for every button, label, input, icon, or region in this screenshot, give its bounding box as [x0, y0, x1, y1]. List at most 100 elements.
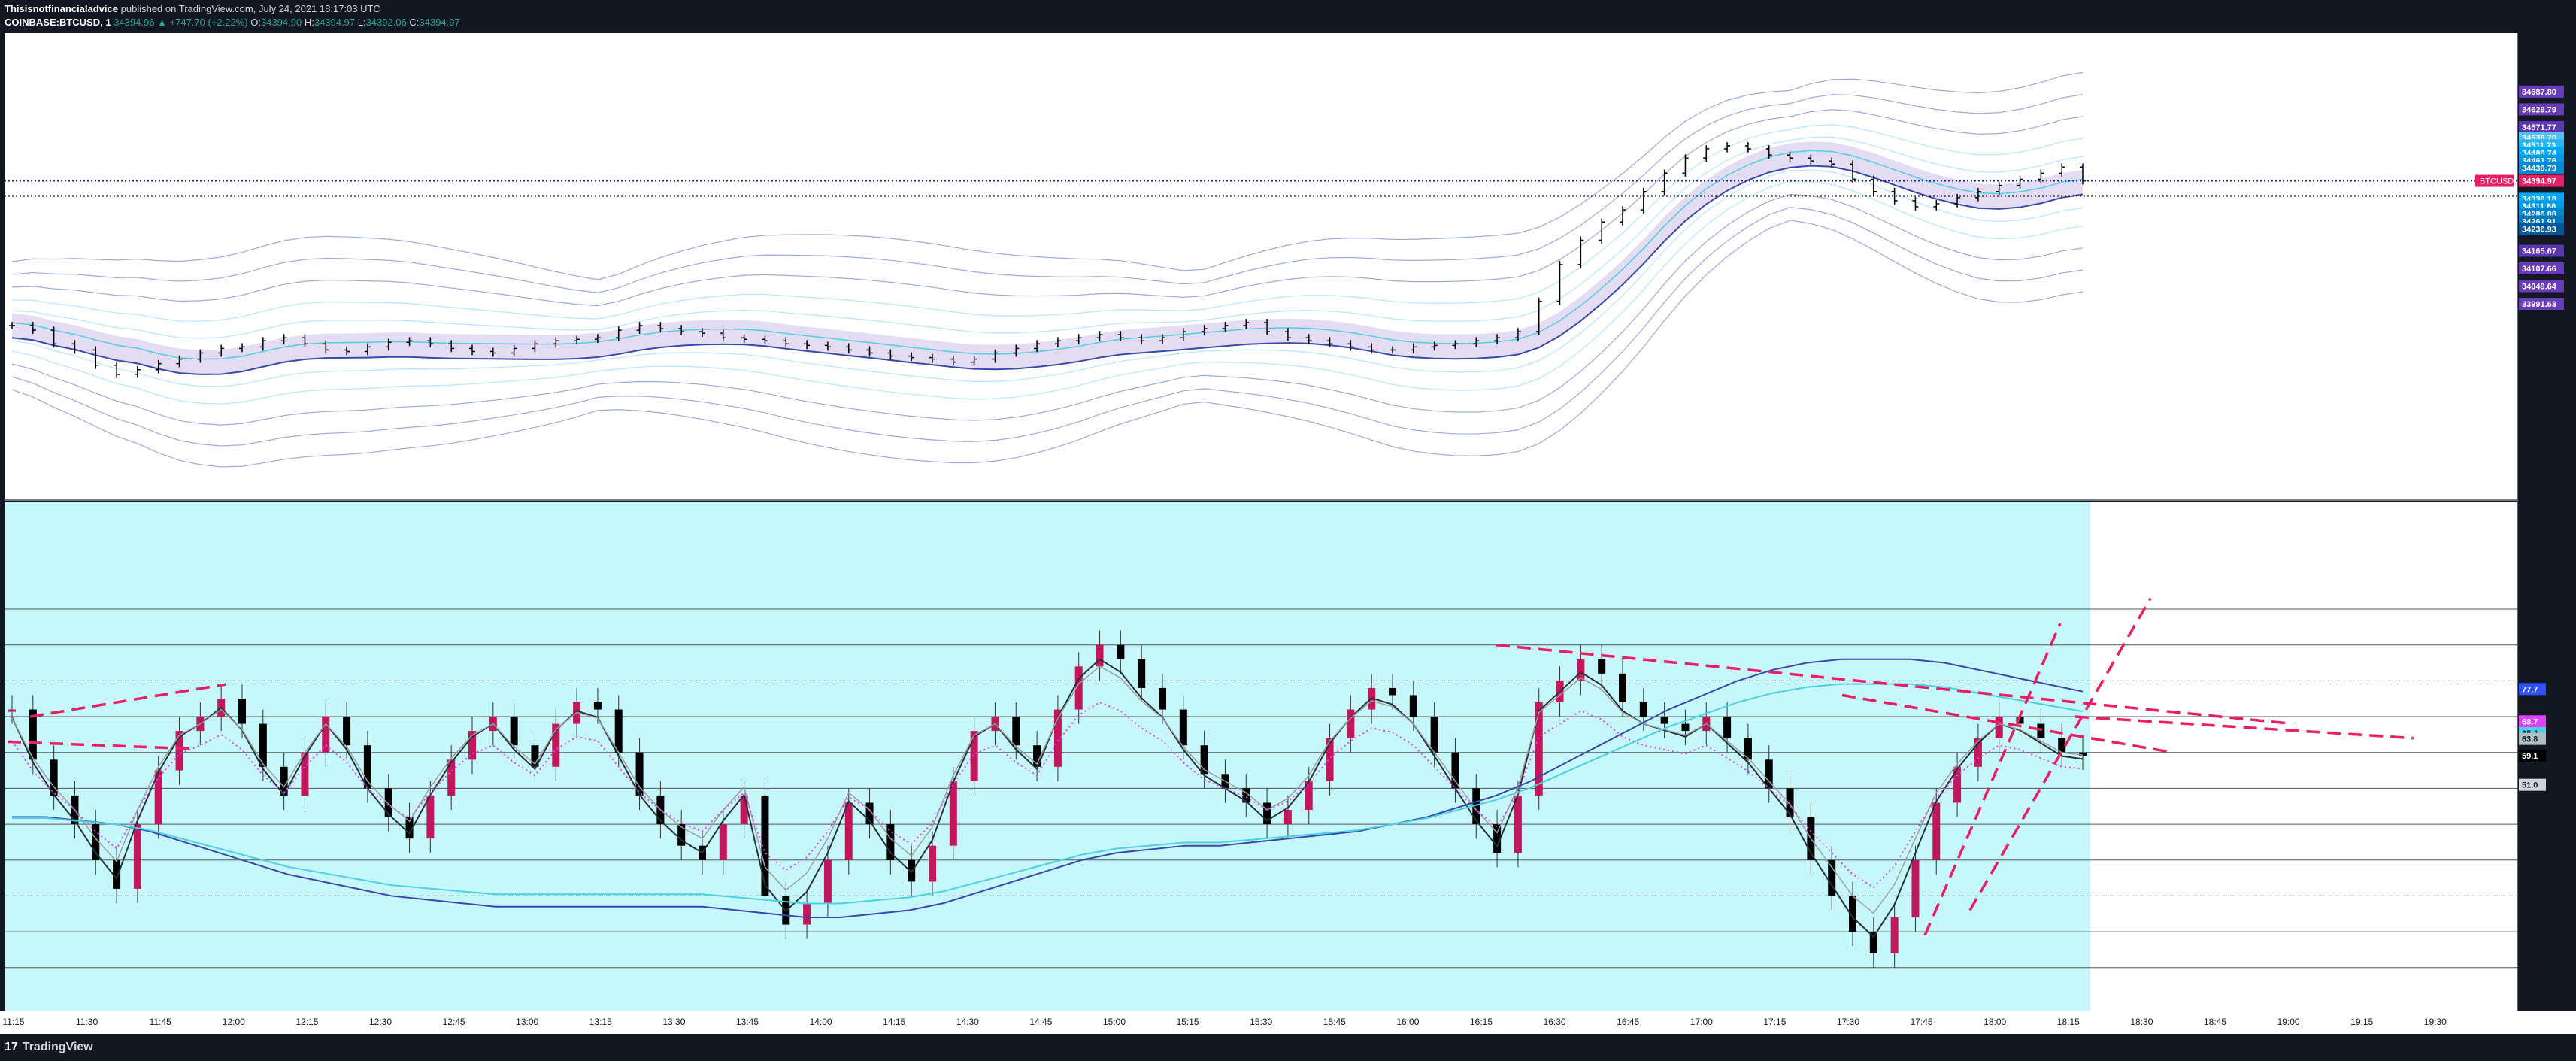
osc-candle	[552, 723, 560, 767]
osc-candle	[1409, 695, 1417, 717]
osc-candle	[823, 859, 832, 903]
brand-name: TradingView	[22, 1041, 93, 1053]
publish-line: Thisisnotfinancialadvice published on Tr…	[5, 3, 380, 14]
osc-candle	[865, 802, 874, 825]
ma-line	[11, 165, 2084, 375]
osc-candle	[322, 717, 330, 753]
chart-canvas[interactable]: 34800.0034720.0034640.0034560.0034480.00…	[0, 33, 2576, 1034]
price-tick-label: 33960.00	[2532, 310, 2567, 319]
osc-candle	[2016, 717, 2024, 724]
osc-candle	[259, 723, 267, 767]
osc-candle	[175, 731, 183, 771]
osc-candle	[447, 759, 456, 796]
osc-candle	[1786, 788, 1794, 817]
time-tick-label: 19:15	[2350, 1017, 2373, 1027]
osc-value-tag	[2519, 778, 2546, 791]
osc-session-bg	[5, 502, 2090, 1011]
envelope-line	[11, 136, 2084, 339]
band-value-label: 34049.64	[2522, 282, 2557, 291]
oscillator-pane[interactable]	[5, 502, 2517, 1011]
oscillator-axis[interactable]: 120.0110.0100.090.080.070.060.050.040.03…	[2519, 534, 2553, 1009]
osc-candle	[301, 752, 309, 796]
osc-value-label: 51.0	[2522, 781, 2538, 790]
osc-candle	[1472, 788, 1480, 825]
band-value-tag	[2519, 162, 2564, 174]
osc-candle	[1326, 738, 1334, 781]
osc-candle	[1765, 759, 1773, 789]
close-value: 34394.97	[419, 17, 460, 28]
envelope-line	[11, 124, 2084, 322]
time-tick-label: 18:30	[2130, 1017, 2153, 1027]
osc-candle	[1053, 709, 1062, 767]
time-tick-label: 17:45	[1911, 1017, 1933, 1027]
osc-tick-label: 90.0	[2532, 641, 2548, 650]
osc-candle	[1974, 738, 1982, 767]
osc-tick-label: 120.0	[2532, 534, 2553, 543]
publisher-name[interactable]: Thisisnotfinancialadvice	[5, 3, 118, 14]
envelope-line	[11, 207, 2084, 447]
osc-candle	[1932, 802, 1941, 860]
time-tick-label: 17:00	[1690, 1017, 1713, 1027]
envelope-line	[11, 169, 2084, 387]
osc-tick-label: 30.0	[2532, 856, 2548, 865]
time-axis[interactable]: 11:15 11:30 11:45 12:00 12:15 12:30 12:45 13:00…	[0, 1011, 2576, 1034]
osc-tick-label: 40.0	[2532, 820, 2548, 829]
high-value: 34394.97	[314, 17, 356, 28]
time-tick-label: 12:00	[223, 1017, 245, 1027]
price-plot-bg	[5, 33, 2517, 499]
time-tick-label: 17:15	[1763, 1017, 1786, 1027]
band-value-tag	[2519, 244, 2564, 257]
envelope-line	[11, 193, 2084, 426]
osc-candle	[2037, 723, 2045, 738]
trend-line	[1923, 623, 2062, 936]
osc-candle	[1138, 659, 1146, 688]
price-tick-label: 33805.00	[2532, 357, 2567, 366]
time-tick-label: 15:00	[1103, 1017, 1126, 1027]
osc-candle	[614, 709, 623, 753]
band-value-label: 34436.79	[2522, 165, 2556, 174]
osc-candle	[761, 795, 769, 896]
band-value-label: 34629.79	[2522, 105, 2556, 114]
price-pane[interactable]	[5, 33, 2518, 1011]
osc-candle	[384, 788, 392, 817]
osc-tick-label: 10.0	[2532, 928, 2548, 937]
envelope-line	[11, 109, 2084, 307]
osc-candle	[1074, 666, 1083, 710]
symbol-interval[interactable]: COINBASE:BTCUSD, 1	[5, 17, 111, 28]
osc-value-label: 68.7	[2522, 717, 2538, 726]
osc-candle	[1389, 687, 1396, 696]
envelope-line	[11, 71, 2084, 280]
osc-value-tag	[2519, 683, 2546, 696]
osc-cyan-ma-line	[12, 683, 2084, 905]
osc-candle	[29, 709, 37, 760]
osc-smooth-line	[11, 658, 2084, 938]
band-value-label: 34571.77	[2522, 123, 2556, 132]
time-tick-label: 12:30	[369, 1017, 392, 1027]
osc-candle	[280, 766, 288, 796]
osc-candle	[1577, 659, 1585, 681]
published-text: published on TradingView.com, July 24, 2…	[120, 3, 380, 14]
time-tick-label: 18:15	[2057, 1017, 2080, 1027]
price-tick-label: 33880.00	[2532, 334, 2567, 343]
osc-candle	[1660, 717, 1668, 724]
osc-candle	[1159, 687, 1166, 710]
trend-line	[2074, 715, 2414, 740]
price-tick-label: 33410.00	[2532, 477, 2567, 487]
osc-candle	[635, 752, 644, 796]
osc-candle	[1723, 717, 1732, 738]
osc-value-tag	[2519, 750, 2546, 762]
osc-tick-label: 0.0	[2532, 964, 2544, 973]
osc-candle	[1200, 745, 1208, 775]
band-value-tag	[2519, 223, 2564, 235]
price-axis[interactable]: 34800.0034720.0034640.0034560.0034480.00…	[2475, 33, 2576, 499]
osc-candle	[886, 824, 895, 860]
band-value-label: 34236.93	[2522, 226, 2556, 235]
osc-candle	[803, 902, 811, 925]
osc-candle	[1263, 802, 1271, 825]
osc-tick-label: -10.0	[2532, 999, 2551, 1008]
tradingview-brand[interactable]: 17 TradingView	[5, 1041, 93, 1054]
osc-value-tag	[2519, 732, 2546, 745]
envelope-line	[11, 180, 2084, 405]
time-tick-label: 16:00	[1396, 1017, 1419, 1027]
osc-candle	[426, 795, 435, 839]
